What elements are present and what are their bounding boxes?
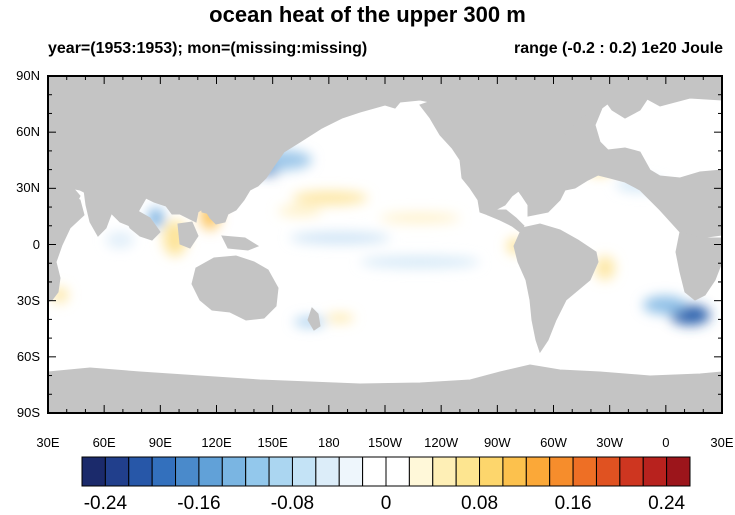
colorbar-box [221,456,247,487]
colorbar-label: 0.16 [554,493,592,514]
lon-label: 180 [317,435,340,450]
subtitle-left: year=(1953:1953); mon=(missing:missing) [48,40,368,57]
colorbar-box [291,456,317,487]
madagascar-landmass [48,267,57,291]
greenland-landmass [597,76,661,119]
colorbar-label: 0.08 [461,493,499,514]
anomaly-patch [292,191,368,205]
colorbar-box [619,456,644,487]
lon-label: 90E [148,435,172,450]
lon-label: 60W [540,435,567,450]
borneo-landmass [177,221,199,249]
lon-label: 30E [710,435,734,450]
lon-label: 0 [662,435,670,450]
colorbar-box [362,456,387,487]
colorbar-box [408,456,434,487]
subtitle-right: range (-0.2 : 0.2) 1e20 Joule [514,40,723,57]
south-america-landmass [513,223,599,354]
colorbar-box [315,456,340,487]
colorbar-box [385,456,410,487]
lat-label: 30N [16,180,40,196]
colorbar-box [175,456,200,487]
colorbar-label: -0.16 [177,493,221,514]
lon-label: 30W [596,435,624,450]
new-guinea-landmass [221,235,260,251]
colorbar-label: -0.08 [270,493,315,514]
map-title: ocean heat of the upper 300 m [209,2,526,27]
philippines-landmass [199,197,211,215]
land-mask [48,76,722,413]
anomaly-patch [290,232,390,244]
colorbar-box [198,456,223,487]
colorbar-box [502,456,527,487]
lon-label: 30E [36,435,60,450]
lat-label: 30S [16,292,40,308]
arabia-landmass [48,181,81,215]
lon-label: 150W [368,435,402,450]
colorbar-box [455,456,481,487]
colorbar-box [151,456,177,487]
lon-label: 150E [257,435,288,450]
anomaly-patch [380,213,460,223]
southeast-asia-landmass [123,209,161,241]
new-zealand-landmass [307,307,321,331]
anomaly-patch [360,256,480,268]
anomaly-patch [643,296,687,314]
anomaly-patch [595,256,615,280]
india-landmass [83,185,113,237]
axis-ticks [47,75,723,414]
antarctica-landmass [48,364,722,413]
colorbar-label: 0 [380,493,392,514]
lat-label: 90N [16,68,40,83]
lon-label: 90W [483,435,511,450]
colorbar-box [268,456,293,487]
colorbar-box [549,456,574,487]
japan-landmass [255,149,271,177]
colorbar-box [479,456,504,487]
colorbar-label: 0.24 [648,493,686,514]
lon-label: 120W [424,435,459,450]
australia-landmass [191,255,279,321]
lat-label: 90S [16,405,40,420]
lat-label: 60S [16,348,40,364]
colorbar-box [81,456,106,487]
colorbar-box [642,456,668,487]
colorbar-label: -0.24 [83,493,128,514]
colorbar-box [432,456,457,487]
lat-label: 60N [16,124,40,140]
colorbar-box [104,456,130,487]
colorbar-box [245,456,270,487]
central-america-landmass [486,209,525,233]
anomaly-patch [106,232,134,248]
colorbar-box [595,456,621,487]
lon-label: 120E [201,435,232,450]
colorbar-box [525,456,551,487]
colorbar-box [338,456,364,487]
colorbar-box [128,456,153,487]
anomaly-field [52,144,710,327]
anomaly-patch [278,206,322,216]
colorbar [81,456,691,487]
lon-label: 60E [92,435,116,450]
southern-africa-landmass [675,231,722,301]
anomaly-patch [326,314,354,322]
lat-label: 0 [32,236,40,252]
north-america-landmass [419,76,599,216]
colorbar-box [666,456,691,487]
colorbar-box [572,456,597,487]
